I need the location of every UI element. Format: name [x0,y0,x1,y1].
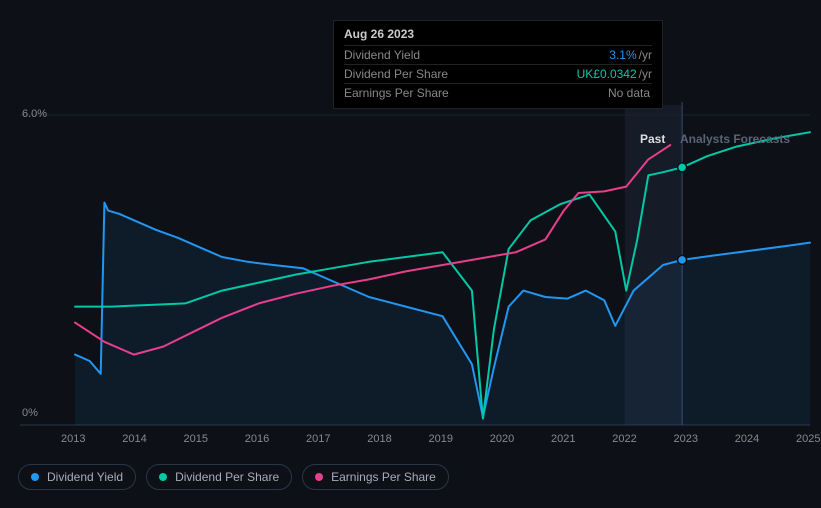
y-axis-top: 6.0% [22,108,47,120]
x-axis-tick: 2023 [674,433,698,445]
x-axis-tick: 2016 [245,433,269,445]
tooltip-value-wrap: No data [608,86,652,100]
tooltip-label: Dividend Per Share [344,67,448,81]
x-axis-tick: 2019 [429,433,453,445]
x-axis-tick: 2022 [612,433,636,445]
tooltip-value: 3.1% [609,48,636,62]
tooltip-value-wrap: 3.1%/yr [609,48,652,62]
legend-dot-icon [315,473,323,481]
legend-label: Dividend Per Share [175,470,279,484]
tooltip-value: No data [608,86,650,100]
tooltip-value-wrap: UK£0.0342/yr [577,67,652,81]
tooltip-row: Dividend Yield 3.1%/yr [344,45,652,64]
x-axis-tick: 2020 [490,433,514,445]
x-axis-tick: 2015 [184,433,208,445]
tooltip-value: UK£0.0342 [577,67,637,81]
x-axis-tick: 2018 [367,433,391,445]
chart-legend: Dividend Yield Dividend Per Share Earnin… [18,464,449,490]
x-axis-tick: 2025 [796,433,820,445]
legend-dividend-yield[interactable]: Dividend Yield [18,464,136,490]
x-axis-tick: 2024 [735,433,759,445]
x-axis-tick: 2014 [122,433,146,445]
x-axis-tick: 2021 [551,433,575,445]
legend-label: Earnings Per Share [331,470,436,484]
dividend-chart: Aug 26 2023 Dividend Yield 3.1%/yr Divid… [0,0,821,508]
legend-earnings-per-share[interactable]: Earnings Per Share [302,464,449,490]
legend-dot-icon [31,473,39,481]
tooltip-date: Aug 26 2023 [344,27,652,41]
tooltip-label: Dividend Yield [344,48,420,62]
x-axis-tick: 2013 [61,433,85,445]
legend-label: Dividend Yield [47,470,123,484]
x-axis-tick: 2017 [306,433,330,445]
tooltip-label: Earnings Per Share [344,86,449,100]
y-axis-bottom: 0% [22,407,38,419]
past-label: Past [640,132,665,146]
legend-dot-icon [159,473,167,481]
tooltip-unit: /yr [639,48,652,62]
tooltip-row: Earnings Per Share No data [344,83,652,102]
tooltip-unit: /yr [639,67,652,81]
chart-tooltip: Aug 26 2023 Dividend Yield 3.1%/yr Divid… [333,20,663,109]
forecast-label: Analysts Forecasts [680,132,790,146]
legend-dividend-per-share[interactable]: Dividend Per Share [146,464,292,490]
tooltip-row: Dividend Per Share UK£0.0342/yr [344,64,652,83]
